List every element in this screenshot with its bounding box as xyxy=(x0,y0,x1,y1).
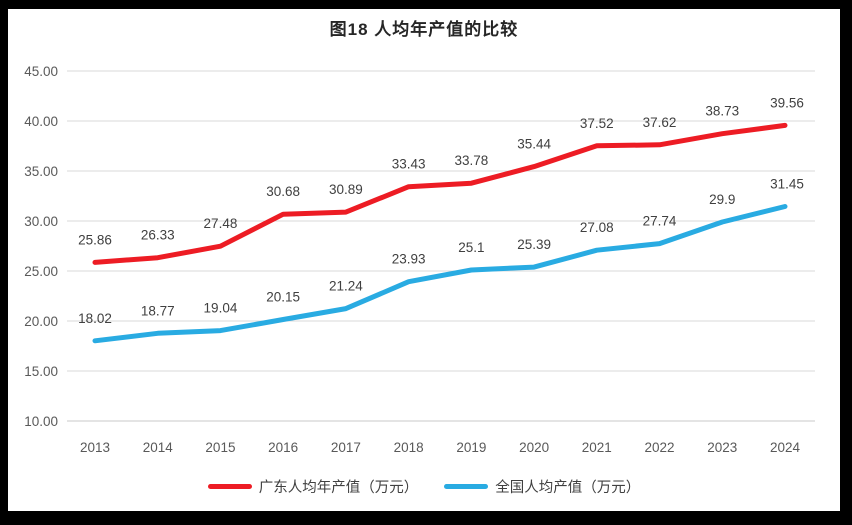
data-label: 27.08 xyxy=(580,220,614,235)
data-label: 39.56 xyxy=(770,95,804,110)
x-axis-tick-label: 2014 xyxy=(143,440,174,455)
x-axis-tick-label: 2023 xyxy=(707,440,737,455)
legend-label-guangdong: 广东人均年产值（万元） xyxy=(258,480,419,496)
series-line-national xyxy=(92,204,788,344)
data-label: 19.04 xyxy=(204,301,238,316)
data-label: 38.73 xyxy=(705,104,739,119)
x-axis-tick-label: 2017 xyxy=(331,440,361,455)
data-label: 18.77 xyxy=(141,303,175,318)
x-axis-tick-label: 2021 xyxy=(582,440,612,455)
y-axis-tick-label: 20.00 xyxy=(24,314,58,329)
data-label: 21.24 xyxy=(329,279,363,294)
data-label: 25.39 xyxy=(517,237,551,252)
chart-legend: 广东人均年产值（万元） 全国人均产值（万元） xyxy=(8,476,840,497)
data-label: 23.93 xyxy=(392,252,426,267)
y-axis-tick-label: 35.00 xyxy=(24,164,58,179)
legend-swatch-guangdong xyxy=(207,484,252,489)
chart-title: 图18 人均年产值的比较 xyxy=(329,20,519,39)
y-axis-tick-label: 40.00 xyxy=(24,114,58,129)
y-axis-tick-label: 30.00 xyxy=(24,214,58,229)
data-label: 26.33 xyxy=(141,228,175,243)
series-line-guangdong xyxy=(92,122,788,265)
data-label: 30.89 xyxy=(329,182,363,197)
x-axis-tick-label: 2013 xyxy=(80,440,110,455)
chart-canvas: 图18 人均年产值的比较 10.00 15.00 20.00 25.00 30.00 35… xyxy=(8,9,840,511)
x-axis-tick-label: 2020 xyxy=(519,440,549,455)
y-axis-tick-label: 15.00 xyxy=(24,364,58,379)
legend-item-guangdong: 广东人均年产值（万元） xyxy=(207,476,419,497)
x-axis-tick-label: 2019 xyxy=(456,440,486,455)
data-label: 35.44 xyxy=(517,137,551,152)
data-label: 18.02 xyxy=(78,311,112,326)
legend-swatch-national xyxy=(444,484,489,489)
data-label: 37.62 xyxy=(643,115,677,130)
x-axis-tick-label: 2015 xyxy=(205,440,235,455)
chart-plot-area: 10.00 15.00 20.00 25.00 30.00 35.00 40.00 45.00… xyxy=(24,64,815,455)
data-label: 27.74 xyxy=(643,214,677,229)
x-axis-tick-label: 2016 xyxy=(268,440,298,455)
data-label: 30.68 xyxy=(266,184,300,199)
data-label: 20.15 xyxy=(266,290,300,305)
y-axis-tick-label: 10.00 xyxy=(24,414,58,429)
data-label: 29.9 xyxy=(709,192,735,207)
data-label: 25.86 xyxy=(78,232,112,247)
data-label: 31.45 xyxy=(770,177,804,192)
data-label: 33.43 xyxy=(392,157,426,172)
data-label: 25.1 xyxy=(458,240,484,255)
x-axis-tick-label: 2022 xyxy=(645,440,675,455)
data-label: 27.48 xyxy=(204,216,238,231)
y-axis-tick-label: 25.00 xyxy=(24,264,58,279)
x-axis-tick-label: 2018 xyxy=(394,440,424,455)
legend-label-national: 全国人均产值（万元） xyxy=(495,480,641,496)
data-label: 33.78 xyxy=(454,153,488,168)
x-axis-tick-label: 2024 xyxy=(770,440,801,455)
legend-item-national: 全国人均产值（万元） xyxy=(444,476,640,497)
y-axis-tick-label: 45.00 xyxy=(24,64,58,79)
data-label: 37.52 xyxy=(580,116,614,131)
